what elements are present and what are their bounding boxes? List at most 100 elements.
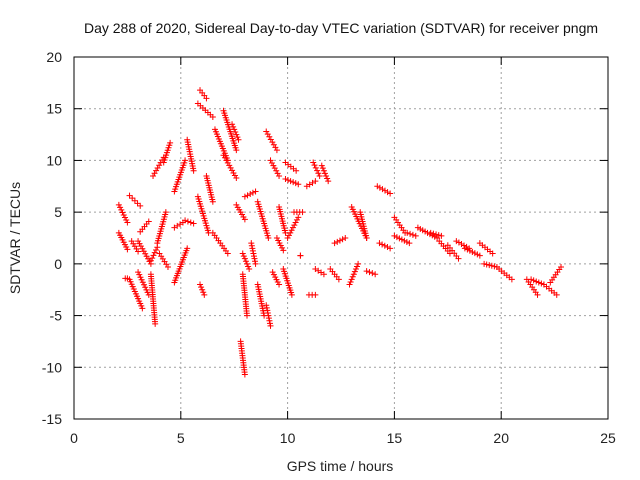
- data-point-plus: [235, 136, 242, 143]
- data-point-plus: [430, 230, 437, 237]
- data-point-plus: [136, 240, 143, 247]
- data-point-plus: [363, 235, 370, 241]
- ticks: [73, 56, 609, 420]
- arc-arc-34: [239, 250, 253, 273]
- data-point-plus: [312, 178, 319, 185]
- data-point-plus: [315, 170, 322, 177]
- data-point-plus: [150, 252, 157, 259]
- data-point-plus: [220, 152, 227, 159]
- arc-arc-58: [346, 260, 362, 288]
- arc-arc-60: [357, 209, 370, 241]
- arc-arc-56: [327, 266, 342, 283]
- data-point-plus: [137, 202, 144, 209]
- data-point-plus: [115, 201, 122, 208]
- data-point-plus: [152, 320, 159, 327]
- arc-arc-02: [115, 229, 131, 253]
- data-point-plus: [530, 277, 537, 284]
- data-point-plus: [312, 291, 319, 298]
- data-point-plus: [314, 167, 321, 174]
- arc-arc-40: [263, 128, 280, 154]
- data-point-plus: [131, 197, 138, 204]
- data-point-plus: [224, 159, 231, 166]
- data-point-plus: [230, 169, 237, 176]
- data-point-plus: [118, 206, 125, 213]
- grid: [74, 57, 608, 419]
- data-point-plus: [387, 190, 394, 197]
- data-point-plus: [276, 281, 283, 288]
- data-point-plus: [412, 232, 419, 239]
- data-point-plus: [230, 123, 237, 130]
- arc-arc-20: [184, 136, 197, 174]
- data-point-plus: [295, 181, 302, 188]
- chart-title: Day 288 of 2020, Sidereal Day-to-day VTE…: [84, 20, 598, 36]
- arc-arc-45: [280, 266, 295, 298]
- data-point-plus: [331, 240, 338, 247]
- arc-arc-05: [128, 238, 142, 255]
- arc-arc-12: [147, 244, 161, 264]
- data-point-plus: [265, 312, 272, 319]
- data-point-plus: [187, 219, 194, 226]
- data-points: [115, 87, 565, 378]
- data-point-plus: [324, 175, 331, 182]
- data-point-plus: [226, 162, 233, 169]
- data-point-plus: [139, 305, 146, 312]
- arc-arc-37: [254, 198, 272, 241]
- data-point-plus: [182, 157, 189, 164]
- data-point-plus: [379, 186, 386, 193]
- arc-arc-32: [239, 271, 251, 319]
- arc-arc-44: [276, 203, 289, 236]
- data-point-plus: [320, 271, 327, 278]
- arc-arc-09: [137, 218, 152, 235]
- data-point-plus: [134, 200, 141, 207]
- arc-arc-27: [211, 126, 231, 164]
- data-point-plus: [248, 242, 255, 249]
- data-point-plus: [291, 222, 298, 229]
- arc-arc-19: [182, 217, 197, 227]
- x-axis-label: GPS time / hours: [287, 458, 394, 474]
- data-point-plus: [354, 263, 361, 270]
- data-point-plus: [481, 260, 488, 267]
- data-point-plus: [252, 258, 259, 265]
- data-point-plus: [381, 242, 388, 249]
- data-point-plus: [198, 284, 205, 291]
- arc-arc-33: [237, 338, 248, 378]
- data-point-plus: [538, 280, 545, 287]
- data-point-plus: [319, 165, 326, 172]
- data-point-plus: [346, 281, 353, 288]
- arc-arc-07: [135, 238, 154, 267]
- data-point-plus: [135, 248, 142, 255]
- data-point-plus: [288, 291, 295, 298]
- data-point-plus: [203, 95, 210, 102]
- data-point-plus: [123, 216, 130, 223]
- data-point-plus: [139, 279, 146, 286]
- data-point-plus: [184, 218, 191, 225]
- arc-arc-23: [194, 193, 212, 236]
- data-point-plus: [138, 276, 145, 283]
- data-point-plus: [285, 232, 292, 239]
- data-point-plus: [184, 245, 191, 252]
- arc-arc-61: [363, 268, 379, 278]
- data-point-plus: [135, 269, 142, 276]
- data-point-plus: [136, 271, 143, 278]
- arc-arc-71: [453, 238, 473, 252]
- arc-arc-72: [461, 245, 483, 259]
- data-point-plus: [280, 247, 287, 254]
- data-point-plus: [137, 243, 144, 250]
- data-point-plus: [117, 204, 124, 211]
- data-point-plus: [229, 167, 236, 174]
- data-point-plus: [486, 262, 493, 269]
- arc-arc-31: [233, 201, 248, 223]
- data-point-plus: [201, 291, 208, 298]
- data-point-plus: [455, 255, 462, 262]
- arc-arc-14: [156, 250, 171, 270]
- arc-arc-50: [297, 252, 304, 259]
- data-point-plus: [318, 162, 325, 169]
- data-point-plus: [350, 271, 357, 278]
- data-point-plus: [234, 134, 241, 141]
- data-point-plus: [325, 178, 332, 185]
- data-point-plus: [292, 180, 299, 187]
- data-point-plus: [190, 167, 197, 174]
- data-point-plus: [461, 242, 468, 249]
- data-point-plus: [455, 239, 462, 246]
